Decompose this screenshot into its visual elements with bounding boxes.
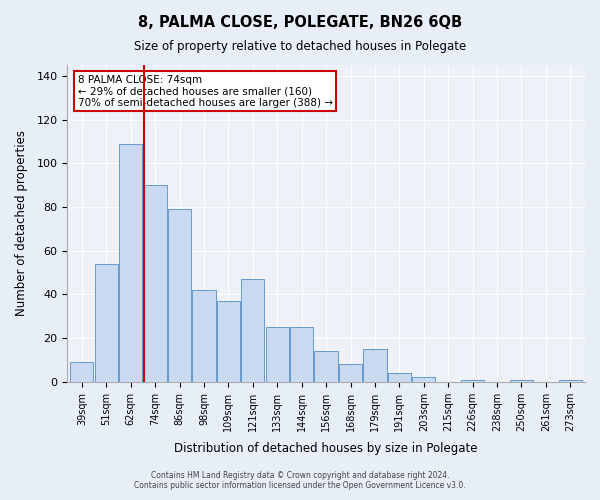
Bar — [95, 264, 118, 382]
Bar — [314, 351, 338, 382]
Bar — [412, 378, 436, 382]
Text: 8 PALMA CLOSE: 74sqm
← 29% of detached houses are smaller (160)
70% of semi-deta: 8 PALMA CLOSE: 74sqm ← 29% of detached h… — [77, 74, 332, 108]
Bar — [168, 209, 191, 382]
Y-axis label: Number of detached properties: Number of detached properties — [15, 130, 28, 316]
Bar — [510, 380, 533, 382]
X-axis label: Distribution of detached houses by size in Polegate: Distribution of detached houses by size … — [175, 442, 478, 455]
Bar — [143, 185, 167, 382]
Text: 8, PALMA CLOSE, POLEGATE, BN26 6QB: 8, PALMA CLOSE, POLEGATE, BN26 6QB — [138, 15, 462, 30]
Bar — [290, 327, 313, 382]
Bar — [461, 380, 484, 382]
Bar — [266, 327, 289, 382]
Text: Size of property relative to detached houses in Polegate: Size of property relative to detached ho… — [134, 40, 466, 53]
Text: Contains HM Land Registry data © Crown copyright and database right 2024.
Contai: Contains HM Land Registry data © Crown c… — [134, 470, 466, 490]
Bar — [193, 290, 215, 382]
Bar — [364, 349, 386, 382]
Bar — [70, 362, 94, 382]
Bar — [119, 144, 142, 382]
Bar — [559, 380, 582, 382]
Bar — [339, 364, 362, 382]
Bar — [217, 301, 240, 382]
Bar — [388, 373, 411, 382]
Bar — [241, 279, 265, 382]
